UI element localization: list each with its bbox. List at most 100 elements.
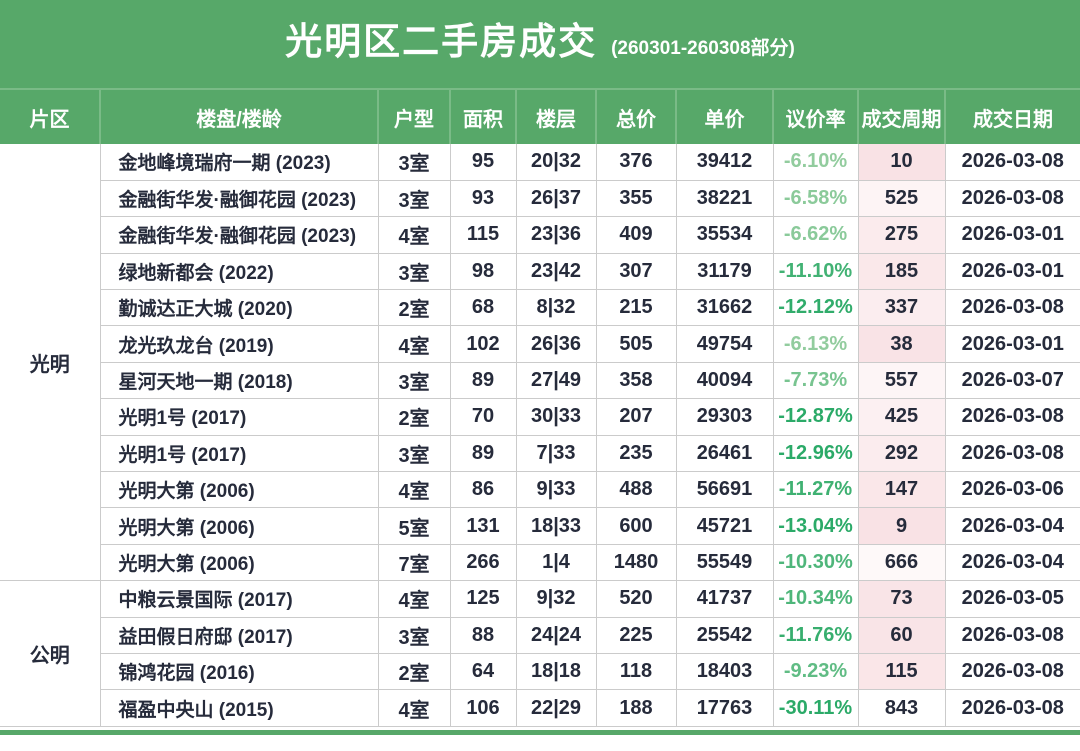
total-price-cell: 409 (596, 216, 677, 254)
unit-price-cell: 38221 (676, 180, 774, 218)
district-cell: 光明 (0, 144, 101, 582)
rate-cell: -10.34% (773, 580, 859, 618)
total-price-cell: 488 (596, 471, 677, 509)
col-header-building: 楼盘/楼龄 (99, 88, 378, 144)
size-cell: 70 (450, 398, 517, 436)
rate-cell: -9.23% (773, 653, 859, 691)
layout-cell: 4室 (378, 325, 451, 363)
date-cell: 2026-03-05 (945, 580, 1080, 618)
period-cell: 115 (858, 653, 946, 691)
size-cell: 89 (450, 362, 517, 400)
building-cell: 锦鸿花园 (2016) (100, 653, 379, 691)
table-row: 光明大第 (2006) 5室 131 18|33 600 45721 -13.04% 9 202… (0, 507, 1080, 545)
table-header: 片区 楼盘/楼龄 户型 面积 楼层 总价 单价 议价率 成交周期 成交日期 (0, 88, 1080, 144)
rate-cell: -11.10% (773, 253, 859, 291)
period-cell: 185 (858, 253, 946, 291)
total-price-cell: 376 (596, 144, 677, 181)
size-cell: 86 (450, 471, 517, 509)
total-price-cell: 207 (596, 398, 677, 436)
building-cell: 金融街华发·融御花园 (2023) (100, 180, 379, 218)
table-body: 光明 金地峰境瑞府一期 (2023) 3室 95 20|32 376 39412 -6.10%… (0, 144, 1080, 727)
floor-cell: 18|33 (516, 507, 597, 545)
bottom-green-bar (0, 729, 1080, 735)
layout-cell: 3室 (378, 253, 451, 291)
total-price-cell: 358 (596, 362, 677, 400)
date-cell: 2026-03-08 (945, 653, 1080, 691)
col-header-total: 总价 (595, 88, 676, 144)
unit-price-cell: 49754 (676, 325, 774, 363)
col-header-period: 成交周期 (857, 88, 945, 144)
layout-cell: 2室 (378, 398, 451, 436)
date-cell: 2026-03-08 (945, 617, 1080, 654)
floor-cell: 23|42 (516, 253, 597, 291)
rate-cell: -6.62% (773, 216, 859, 254)
date-cell: 2026-03-01 (945, 253, 1080, 291)
period-cell: 73 (858, 580, 946, 618)
rate-cell: -6.10% (773, 144, 859, 181)
date-cell: 2026-03-08 (945, 144, 1080, 181)
rate-cell: -30.11% (773, 689, 859, 727)
date-cell: 2026-03-08 (945, 435, 1080, 473)
date-cell: 2026-03-08 (945, 180, 1080, 218)
unit-price-cell: 45721 (676, 507, 774, 545)
layout-cell: 2室 (378, 289, 451, 327)
rate-cell: -11.76% (773, 617, 859, 654)
date-cell: 2026-03-08 (945, 289, 1080, 327)
rate-cell: -13.04% (773, 507, 859, 545)
table-row: 龙光玖龙台 (2019) 4室 102 26|36 505 49754 -6.13% 38 20… (0, 325, 1080, 363)
unit-price-cell: 26461 (676, 435, 774, 473)
rate-cell: -10.30% (773, 544, 859, 582)
table-row: 金融街华发·融御花园 (2023) 3室 93 26|37 355 38221 -6.58%… (0, 180, 1080, 218)
building-cell: 光明大第 (2006) (100, 471, 379, 509)
rate-cell: -6.58% (773, 180, 859, 218)
layout-cell: 4室 (378, 216, 451, 254)
floor-cell: 22|29 (516, 689, 597, 727)
date-cell: 2026-03-01 (945, 216, 1080, 254)
date-cell: 2026-03-01 (945, 325, 1080, 363)
table-row: 金融街华发·融御花园 (2023) 4室 115 23|36 409 35534 -6.62… (0, 216, 1080, 254)
table-row: 光明大第 (2006) 4室 86 9|33 488 56691 -11.27% 147 202… (0, 471, 1080, 509)
total-price-cell: 215 (596, 289, 677, 327)
building-cell: 金融街华发·融御花园 (2023) (100, 216, 379, 254)
period-cell: 425 (858, 398, 946, 436)
floor-cell: 30|33 (516, 398, 597, 436)
floor-cell: 9|33 (516, 471, 597, 509)
table-row: 福盈中央山 (2015) 4室 106 22|29 188 17763 -30.11% 843… (0, 689, 1080, 727)
layout-cell: 3室 (378, 362, 451, 400)
floor-cell: 20|32 (516, 144, 597, 181)
layout-cell: 4室 (378, 471, 451, 509)
col-header-date: 成交日期 (944, 88, 1080, 144)
floor-cell: 26|37 (516, 180, 597, 218)
rate-cell: -12.12% (773, 289, 859, 327)
period-cell: 38 (858, 325, 946, 363)
unit-price-cell: 56691 (676, 471, 774, 509)
district-cell: 公明 (0, 580, 101, 727)
building-cell: 金地峰境瑞府一期 (2023) (100, 144, 379, 181)
period-cell: 525 (858, 180, 946, 218)
floor-cell: 24|24 (516, 617, 597, 654)
table-row: 光明1号 (2017) 3室 89 7|33 235 26461 -12.96% 292 202… (0, 435, 1080, 473)
rate-cell: -6.13% (773, 325, 859, 363)
building-cell: 龙光玖龙台 (2019) (100, 325, 379, 363)
building-cell: 光明大第 (2006) (100, 544, 379, 582)
size-cell: 106 (450, 689, 517, 727)
layout-cell: 4室 (378, 580, 451, 618)
total-price-cell: 188 (596, 689, 677, 727)
size-cell: 95 (450, 144, 517, 181)
unit-price-cell: 29303 (676, 398, 774, 436)
size-cell: 102 (450, 325, 517, 363)
unit-price-cell: 18403 (676, 653, 774, 691)
rate-cell: -12.87% (773, 398, 859, 436)
unit-price-cell: 41737 (676, 580, 774, 618)
unit-price-cell: 35534 (676, 216, 774, 254)
layout-cell: 3室 (378, 180, 451, 218)
floor-cell: 1|4 (516, 544, 597, 582)
floor-cell: 8|32 (516, 289, 597, 327)
page-title: 光明区二手房成交 (285, 21, 598, 62)
date-cell: 2026-03-08 (945, 689, 1080, 727)
period-cell: 557 (858, 362, 946, 400)
unit-price-cell: 25542 (676, 617, 774, 654)
table-row: 勤诚达正大城 (2020) 2室 68 8|32 215 31662 -12.12% 337 2… (0, 289, 1080, 327)
layout-cell: 7室 (378, 544, 451, 582)
layout-cell: 5室 (378, 507, 451, 545)
